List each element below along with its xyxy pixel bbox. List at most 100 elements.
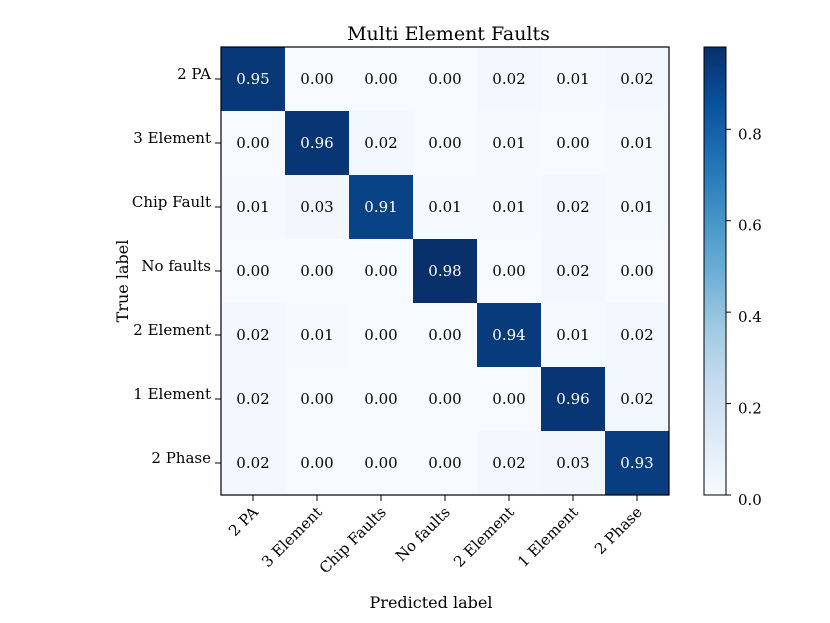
heatmap-cell bbox=[541, 111, 606, 176]
cell-value-label: 0.01 bbox=[492, 134, 525, 152]
x-tick-label: 3 Element bbox=[258, 503, 326, 571]
heatmap-cell bbox=[605, 367, 670, 432]
y-tick-label: 3 Element bbox=[133, 129, 211, 147]
colorbar-gradient bbox=[703, 46, 727, 496]
heatmap-cell bbox=[477, 111, 542, 176]
heatmap-cell bbox=[221, 431, 286, 496]
y-tick-label: 2 PA bbox=[177, 65, 211, 83]
cell-value-label: 0.00 bbox=[428, 70, 461, 88]
colorbar-tick-label: 0.6 bbox=[738, 217, 762, 235]
cell-value-label: 0.00 bbox=[428, 390, 461, 408]
x-tick-label: 1 Element bbox=[514, 503, 582, 571]
heatmap-cell bbox=[477, 303, 542, 368]
colorbar-tick-label: 0.0 bbox=[738, 491, 762, 509]
cell-value-label: 0.01 bbox=[492, 198, 525, 216]
cell-value-label: 0.00 bbox=[300, 454, 333, 472]
heatmap-cell bbox=[413, 239, 478, 304]
heatmap-cell bbox=[221, 47, 286, 112]
cell-value-label: 0.01 bbox=[300, 326, 333, 344]
colorbar-ticks: 0.0 0.2 0.4 0.6 0.8 bbox=[726, 125, 762, 509]
heatmap-cell bbox=[541, 239, 606, 304]
cell-value-label: 0.02 bbox=[556, 262, 589, 280]
x-tick-label: No faults bbox=[392, 503, 454, 565]
x-tick-label: 2 PA bbox=[225, 503, 262, 540]
heatmap-cell bbox=[477, 175, 542, 240]
cell-value-label: 0.00 bbox=[236, 262, 269, 280]
colorbar-tick-label: 0.2 bbox=[738, 400, 762, 418]
heatmap-cell-values: 0.95 0.00 0.00 0.00 0.02 0.01 0.02 0.00 0.96 0.02… bbox=[236, 70, 653, 472]
colorbar-tick-label: 0.4 bbox=[738, 308, 762, 326]
heatmap-cell bbox=[413, 367, 478, 432]
y-axis: 2 PA 3 Element Chip Fault No faults 2 Elemen… bbox=[132, 65, 221, 467]
cell-value-label: 0.00 bbox=[300, 262, 333, 280]
cell-value-label: 0.03 bbox=[556, 454, 589, 472]
heatmap-cell bbox=[605, 175, 670, 240]
cell-value-label: 0.94 bbox=[492, 326, 525, 344]
heatmap-cell bbox=[413, 303, 478, 368]
heatmap-cell bbox=[285, 47, 350, 112]
cell-value-label: 0.02 bbox=[492, 70, 525, 88]
chart-title: Multi Element Faults bbox=[347, 23, 550, 45]
cell-value-label: 0.01 bbox=[428, 198, 461, 216]
cell-value-label: 0.00 bbox=[364, 390, 397, 408]
heatmap-cell bbox=[349, 367, 414, 432]
heatmap-cell bbox=[285, 175, 350, 240]
cell-value-label: 0.00 bbox=[556, 134, 589, 152]
cell-value-label: 0.00 bbox=[492, 390, 525, 408]
y-tick-label: 2 Phase bbox=[151, 449, 211, 467]
heatmap-cell bbox=[541, 431, 606, 496]
cell-value-label: 0.01 bbox=[556, 70, 589, 88]
heatmap-cell bbox=[285, 303, 350, 368]
heatmap-cell bbox=[285, 431, 350, 496]
cell-value-label: 0.02 bbox=[492, 454, 525, 472]
heatmap-cell bbox=[605, 303, 670, 368]
heatmap-cell bbox=[349, 431, 414, 496]
cell-value-label: 0.93 bbox=[620, 454, 653, 472]
cell-value-label: 0.02 bbox=[236, 454, 269, 472]
cell-value-label: 0.00 bbox=[492, 262, 525, 280]
cell-value-label: 0.02 bbox=[236, 390, 269, 408]
heatmap-cell bbox=[285, 111, 350, 176]
cell-value-label: 0.00 bbox=[236, 134, 269, 152]
cell-value-label: 0.98 bbox=[428, 262, 461, 280]
x-tick-label: 2 Phase bbox=[591, 503, 646, 558]
y-axis-title: True label bbox=[113, 240, 132, 323]
heatmap-cell bbox=[477, 239, 542, 304]
y-tick-label: 1 Element bbox=[133, 385, 211, 403]
heatmap-cell bbox=[605, 431, 670, 496]
cell-value-label: 0.01 bbox=[236, 198, 269, 216]
cell-value-label: 0.01 bbox=[620, 198, 653, 216]
heatmap-cell bbox=[477, 367, 542, 432]
colorbar: 0.0 0.2 0.4 0.6 0.8 bbox=[703, 46, 762, 509]
heatmap-cell bbox=[221, 303, 286, 368]
cell-value-label: 0.02 bbox=[620, 70, 653, 88]
cell-value-label: 0.00 bbox=[428, 454, 461, 472]
heatmap-cell bbox=[605, 47, 670, 112]
cell-value-label: 0.02 bbox=[236, 326, 269, 344]
cell-value-label: 0.02 bbox=[620, 326, 653, 344]
x-axis-title: Predicted label bbox=[370, 593, 493, 612]
cell-value-label: 0.00 bbox=[428, 326, 461, 344]
heatmap-cell bbox=[605, 239, 670, 304]
cell-value-label: 0.02 bbox=[364, 134, 397, 152]
heatmap-cells bbox=[221, 47, 670, 496]
heatmap-cell bbox=[413, 431, 478, 496]
cell-value-label: 0.02 bbox=[556, 198, 589, 216]
heatmap-cell bbox=[477, 431, 542, 496]
cell-value-label: 0.01 bbox=[556, 326, 589, 344]
cell-value-label: 0.02 bbox=[620, 390, 653, 408]
cell-value-label: 0.00 bbox=[364, 454, 397, 472]
heatmap-cell bbox=[349, 239, 414, 304]
cell-value-label: 0.00 bbox=[364, 70, 397, 88]
cell-value-label: 0.91 bbox=[364, 198, 397, 216]
heatmap-cell bbox=[413, 47, 478, 112]
heatmap-cell bbox=[221, 239, 286, 304]
cell-value-label: 0.00 bbox=[364, 326, 397, 344]
cell-value-label: 0.00 bbox=[300, 390, 333, 408]
heatmap-cell bbox=[349, 303, 414, 368]
colorbar-tick-label: 0.8 bbox=[738, 125, 762, 143]
y-tick-label: Chip Fault bbox=[132, 193, 211, 211]
heatmap-cell bbox=[285, 239, 350, 304]
